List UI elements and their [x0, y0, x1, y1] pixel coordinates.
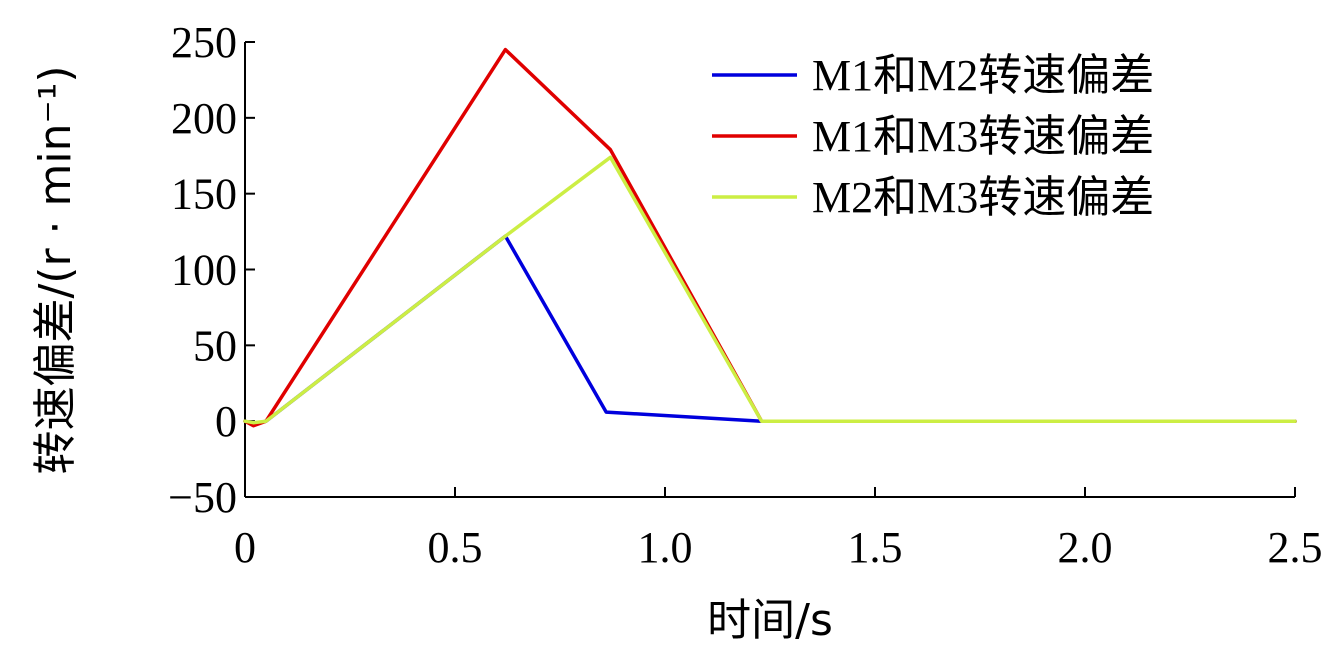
x-tick-label: 1.5 [848, 523, 903, 572]
series-line-2 [243, 47, 1297, 428]
legend-label-1: M1和M2转速偏差 [812, 51, 1154, 100]
y-tick-label: −50 [168, 473, 237, 522]
legend-label-2: M1和M3转速偏差 [812, 112, 1154, 161]
legend-label-3: M2和M3转速偏差 [812, 173, 1154, 222]
x-tick-label: 0 [234, 523, 256, 572]
series-line-1 [243, 234, 1297, 426]
y-tick-label: 100 [171, 246, 237, 295]
series-line-3 [243, 155, 1297, 425]
legend: M1和M2转速偏差 M1和M3转速偏差 M2和M3转速偏差 [712, 51, 1154, 222]
y-tick-label: 150 [171, 170, 237, 219]
x-tick-label: 0.5 [428, 523, 483, 572]
y-axis-title: 转速偏差/(r · min⁻¹) [30, 65, 81, 474]
y-tick-label: 0 [215, 397, 237, 446]
y-tick-label: 50 [193, 321, 237, 370]
x-axis-title: 时间/s [707, 595, 833, 646]
series-group [243, 47, 1297, 428]
x-tick-label: 2.5 [1268, 523, 1323, 572]
x-tick-label: 2.0 [1058, 523, 1113, 572]
y-tick-label: 250 [171, 18, 237, 67]
x-tick-label: 1.0 [638, 523, 693, 572]
axes [244, 42, 1295, 498]
y-tick-label: 200 [171, 94, 237, 143]
